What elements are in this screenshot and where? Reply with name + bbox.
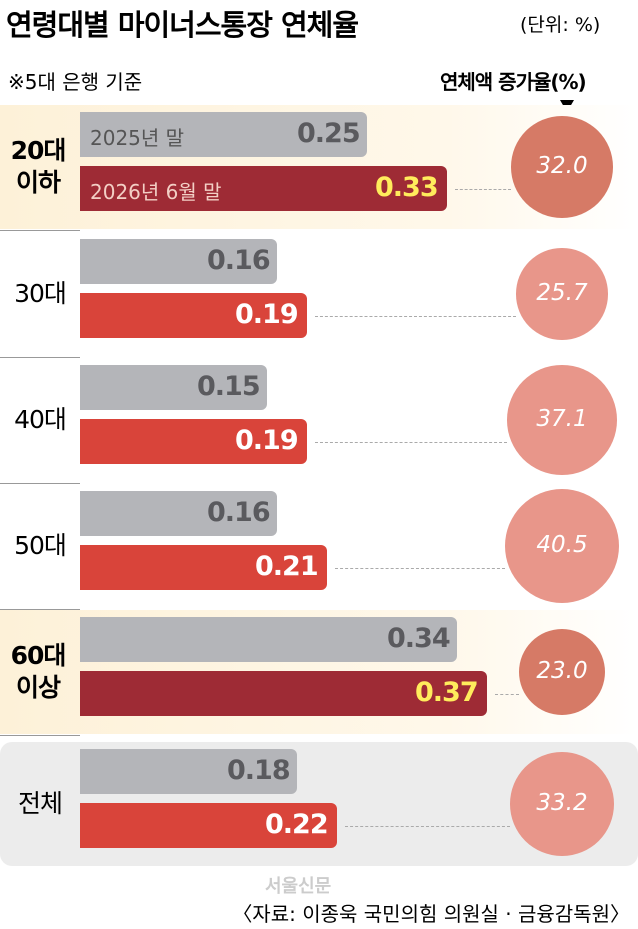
growth-circle	[510, 752, 614, 856]
value-label: 0.15	[197, 371, 261, 402]
bar	[80, 112, 367, 157]
bar	[80, 491, 277, 536]
growth-circle	[507, 365, 617, 475]
growth-label: 32.0	[536, 153, 588, 179]
watermark: 서울신문	[265, 876, 332, 897]
bar	[80, 419, 307, 464]
bar	[80, 671, 487, 716]
value-label: 0.22	[265, 809, 329, 840]
separator	[0, 357, 80, 358]
value-label: 0.16	[207, 245, 271, 276]
bar	[80, 803, 337, 848]
bar	[80, 617, 457, 662]
source: 〈자료: 이종욱 국민의힘 의원실 · 금융감독원〉	[232, 902, 630, 926]
value-label: 0.37	[415, 677, 479, 708]
bar	[80, 166, 447, 211]
bar	[80, 293, 307, 338]
value-label: 0.33	[375, 172, 439, 203]
value-label: 0.19	[235, 425, 299, 456]
bar	[80, 749, 297, 794]
value-label: 0.19	[235, 299, 299, 330]
separator	[0, 735, 80, 736]
separator	[0, 230, 80, 231]
growth-label: 23.0	[536, 658, 588, 684]
bar	[80, 239, 277, 284]
growth-circle	[504, 488, 620, 604]
value-label: 0.21	[255, 551, 319, 582]
growth-label: 33.2	[536, 790, 588, 816]
growth-circle	[516, 248, 608, 340]
category-label: 40대	[14, 405, 67, 434]
separator	[0, 609, 80, 610]
bar	[80, 365, 267, 410]
growth-header: 연체액 증가율(%)	[440, 70, 587, 94]
leader-line	[495, 693, 519, 695]
category-label: 50대	[14, 531, 67, 560]
category-label: 20대 이하	[10, 136, 67, 197]
separator	[0, 483, 80, 484]
unit: (단위: %)	[520, 14, 601, 36]
growth-label: 25.7	[536, 280, 588, 306]
leader-line	[455, 188, 512, 190]
growth-circle	[511, 116, 613, 218]
category-label: 60대 이상	[10, 641, 67, 702]
leader-line	[315, 315, 517, 317]
legend-label: 2026년 6월 말	[90, 180, 222, 204]
leader-line	[345, 825, 511, 827]
leader-line	[335, 567, 505, 569]
growth-label: 37.1	[536, 406, 588, 432]
chart-title: 연령대별 마이너스통장 연체율	[6, 8, 359, 42]
leader-line	[315, 441, 508, 443]
growth-circle	[518, 628, 606, 716]
value-label: 0.34	[387, 623, 451, 654]
value-label: 0.16	[207, 497, 271, 528]
category-label: 30대	[14, 279, 67, 308]
value-label: 0.25	[297, 118, 361, 149]
value-label: 0.18	[227, 755, 291, 786]
growth-label: 40.5	[536, 532, 588, 558]
legend-label: 2025년 말	[90, 126, 185, 150]
note: ※5대 은행 기준	[8, 70, 143, 94]
category-label: 전체	[17, 789, 63, 818]
bar	[80, 545, 327, 590]
